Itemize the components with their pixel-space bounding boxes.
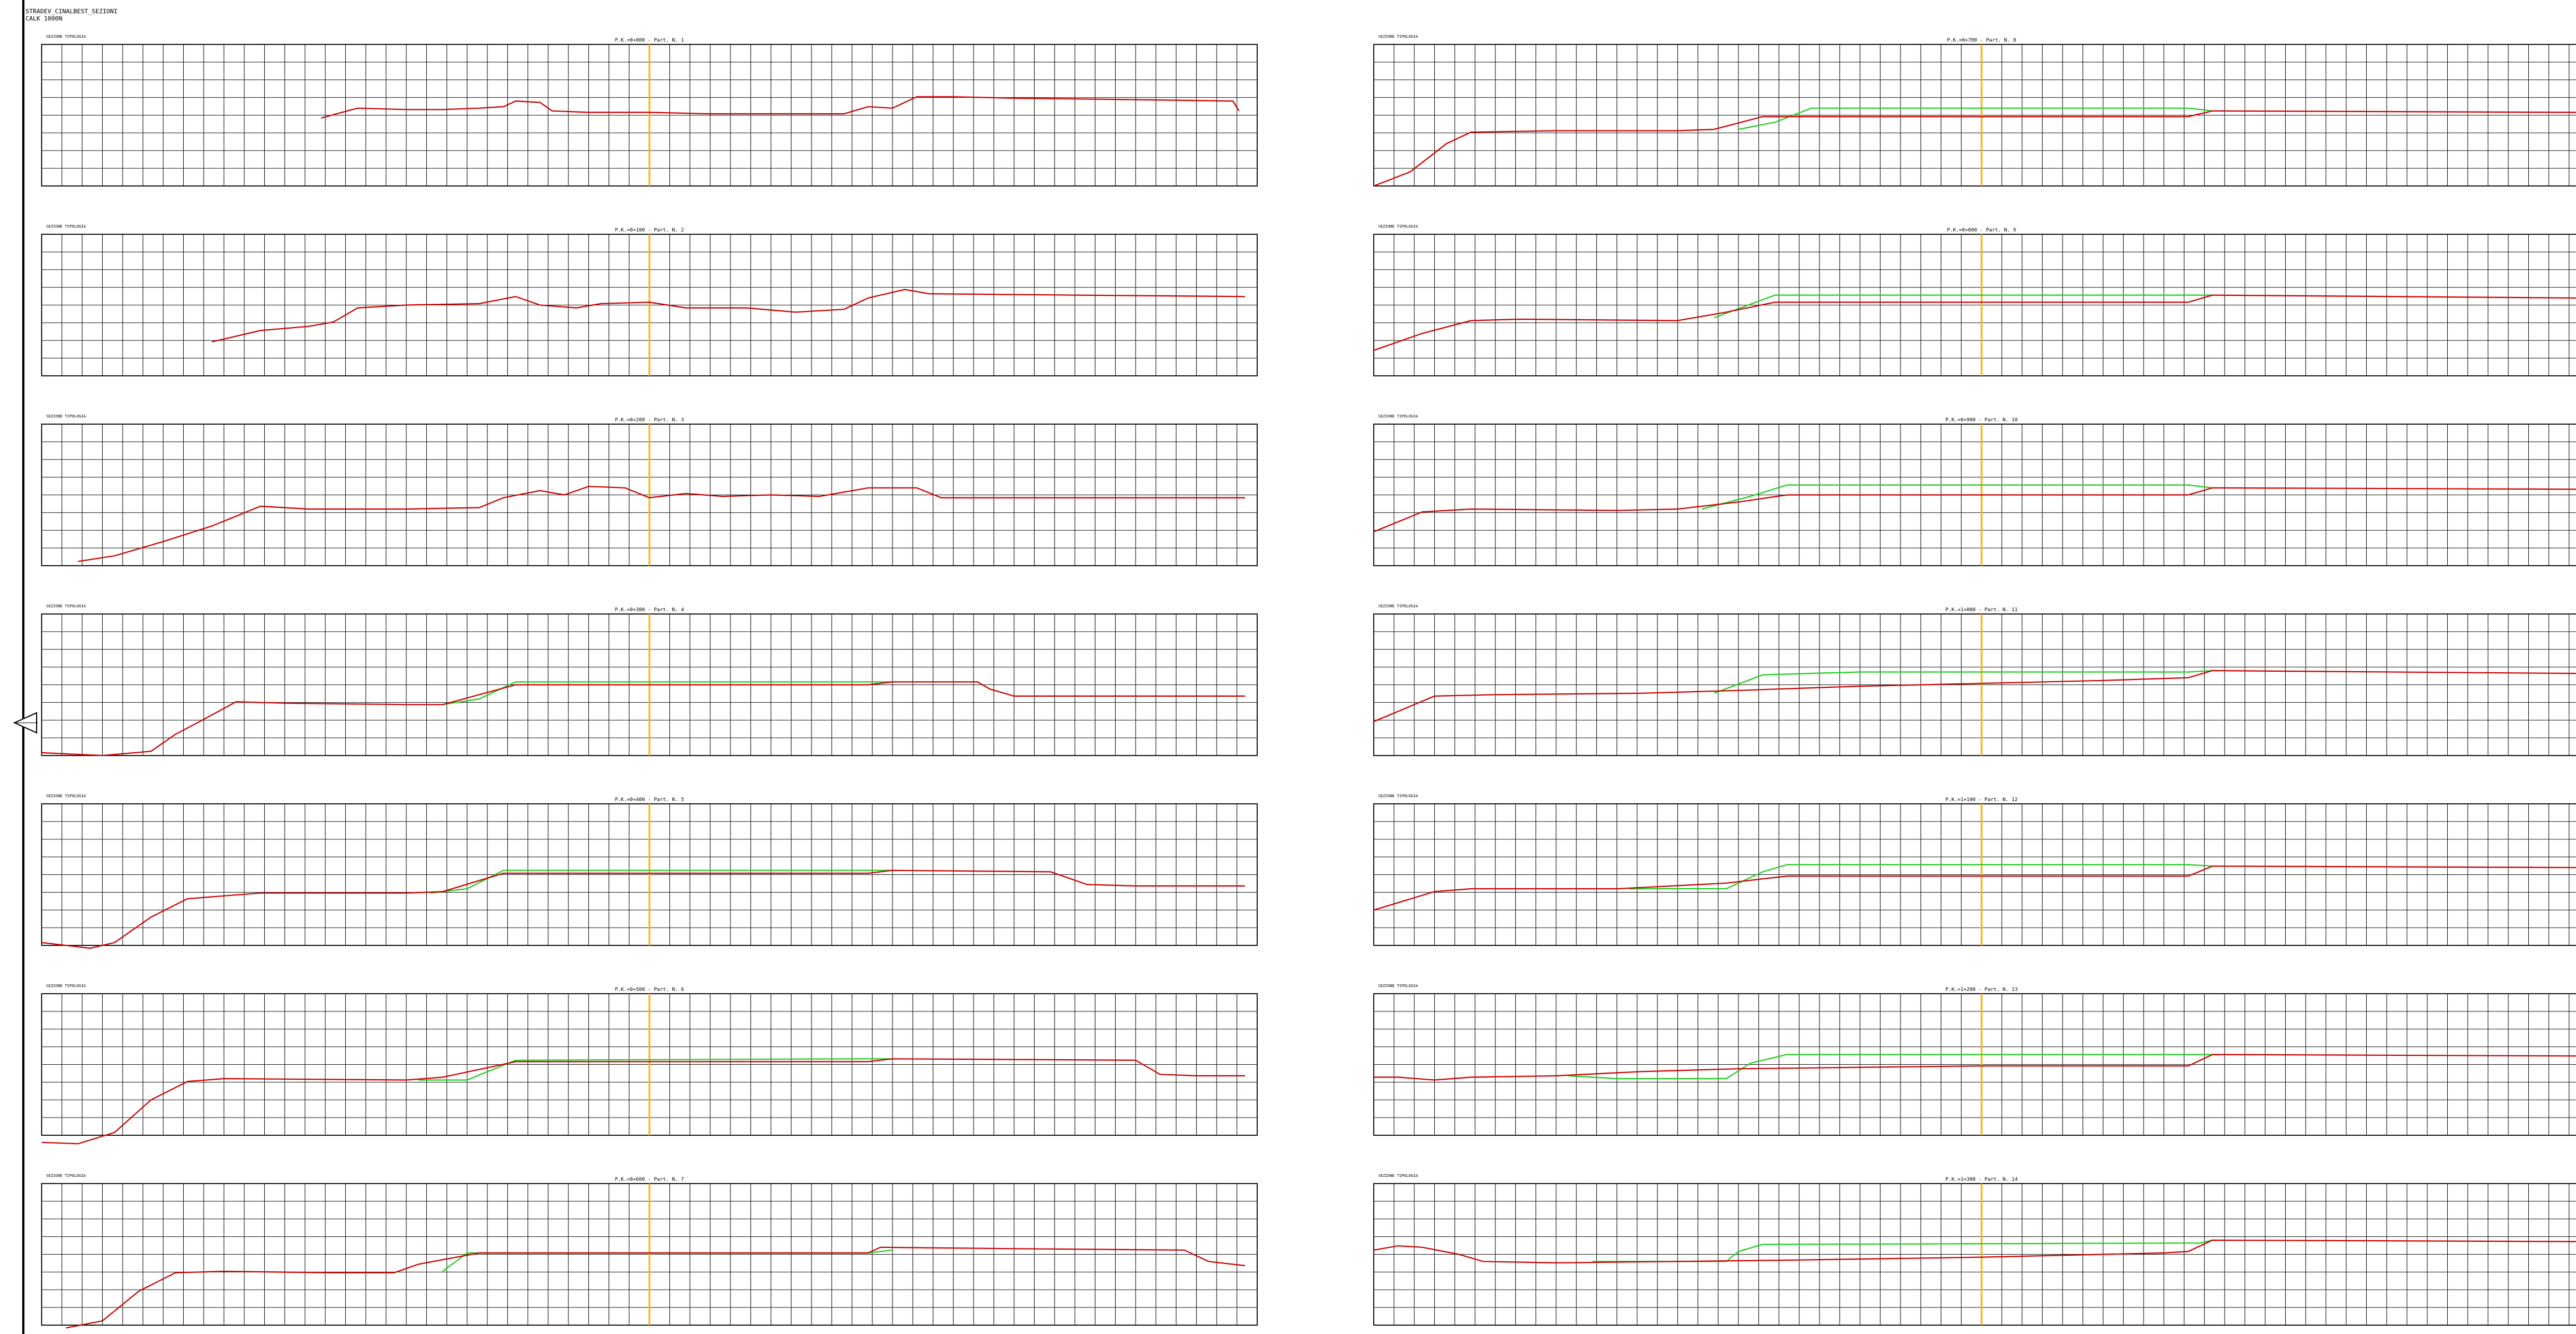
section-type-label: SEZIONE TIPOLOGIA bbox=[46, 604, 86, 608]
terrain-profile-line bbox=[1373, 487, 2576, 532]
section-plot bbox=[41, 44, 1258, 187]
terrain-profile-line bbox=[1373, 865, 2576, 911]
project-profile-line bbox=[1738, 107, 2213, 130]
terrain-profile-line bbox=[41, 681, 1246, 757]
document-header: STRADEV_CINALBEST_SEZIONI CALK 1000N bbox=[26, 8, 118, 22]
section-plot bbox=[1373, 44, 2576, 187]
terrain-profile-line bbox=[41, 1058, 1246, 1145]
section-type-label: SEZIONE TIPOLOGIA bbox=[46, 414, 86, 419]
section-panel: SEZIONE TIPOLOGIA P.K.=0+800 - Part. N. 9 bbox=[1373, 224, 2576, 378]
section-plot bbox=[1373, 613, 2576, 756]
terrain-profile-line bbox=[1373, 110, 2576, 187]
project-profile-line bbox=[1568, 1054, 2213, 1080]
terrain-profile-line bbox=[65, 1246, 1246, 1329]
left-triangle-arrow-icon[interactable] bbox=[12, 712, 38, 734]
section-plot bbox=[41, 803, 1258, 949]
section-title: P.K.=0+200 - Part. N. 3 bbox=[614, 417, 684, 423]
terrain-profile-line bbox=[41, 869, 1246, 949]
section-type-label: SEZIONE TIPOLOGIA bbox=[46, 34, 86, 39]
terrain-profile-line bbox=[78, 486, 1246, 562]
section-title: P.K.=1+000 - Part. N. 11 bbox=[1945, 607, 2018, 613]
section-type-label: SEZIONE TIPOLOGIA bbox=[1378, 1174, 1418, 1178]
terrain-profile-line bbox=[321, 96, 1240, 119]
section-panel: SEZIONE TIPOLOGIA P.K.=0+500 - Part. N. 6 bbox=[41, 984, 1258, 1145]
section-title: P.K.=0+100 - Part. N. 2 bbox=[614, 228, 684, 233]
section-type-label: SEZIONE TIPOLOGIA bbox=[1378, 414, 1418, 419]
section-panel: SEZIONE TIPOLOGIA P.K.=0+400 - Part. N. 5 bbox=[41, 794, 1258, 949]
terrain-profile-line bbox=[1373, 669, 2576, 722]
section-type-label: SEZIONE TIPOLOGIA bbox=[1378, 794, 1418, 798]
section-panel: SEZIONE TIPOLOGIA P.K.=0+100 - Part. N. 2 bbox=[41, 224, 1258, 378]
section-type-label: SEZIONE TIPOLOGIA bbox=[1378, 604, 1418, 608]
section-panel: SEZIONE TIPOLOGIA P.K.=0+300 - Part. N. 4 bbox=[41, 604, 1258, 758]
document-subtitle: CALK 1000N bbox=[26, 15, 63, 22]
project-profile-line bbox=[1713, 669, 2213, 694]
section-plot bbox=[1373, 1183, 2576, 1326]
section-panel: SEZIONE TIPOLOGIA P.K.=0+200 - Part. N. 3 bbox=[41, 414, 1258, 568]
section-plot bbox=[41, 424, 1258, 566]
section-title: P.K.=0+700 - Part. N. 8 bbox=[1947, 38, 2017, 43]
section-type-label: SEZIONE TIPOLOGIA bbox=[46, 224, 86, 229]
section-title: P.K.=1+200 - Part. N. 13 bbox=[1945, 987, 2018, 993]
section-plot bbox=[41, 1183, 1258, 1329]
section-panel: SEZIONE TIPOLOGIA P.K.=0+900 - Part. N. 1… bbox=[1373, 414, 2576, 568]
section-type-label: SEZIONE TIPOLOGIA bbox=[46, 984, 86, 988]
section-panel: SEZIONE TIPOLOGIA P.K.=1+200 - Part. N. 1… bbox=[1373, 984, 2576, 1137]
section-plot bbox=[41, 234, 1258, 376]
section-panel: SEZIONE TIPOLOGIA P.K.=1+000 - Part. N. 1… bbox=[1373, 604, 2576, 758]
terrain-profile-line bbox=[1373, 1239, 2576, 1263]
section-title: P.K.=1+300 - Part. N. 14 bbox=[1945, 1177, 2018, 1182]
section-panel: SEZIONE TIPOLOGIA P.K.=0+700 - Part. N. 8 bbox=[1373, 34, 2576, 188]
project-profile-line bbox=[1702, 484, 2213, 510]
section-title: P.K.=0+800 - Part. N. 9 bbox=[1947, 228, 2017, 233]
section-type-label: SEZIONE TIPOLOGIA bbox=[1378, 984, 1418, 988]
section-panel: SEZIONE TIPOLOGIA P.K.=1+100 - Part. N. 1… bbox=[1373, 794, 2576, 948]
section-plot bbox=[41, 993, 1258, 1145]
section-title: P.K.=0+400 - Part. N. 5 bbox=[614, 797, 684, 803]
section-type-label: SEZIONE TIPOLOGIA bbox=[46, 1174, 86, 1178]
project-profile-line bbox=[442, 681, 893, 706]
terrain-profile-line bbox=[1373, 294, 2576, 351]
section-title: P.K.=0+600 - Part. N. 7 bbox=[614, 1177, 684, 1182]
section-plot bbox=[1373, 993, 2576, 1136]
section-panel: SEZIONE TIPOLOGIA P.K.=0+000 - Part. N. 1 bbox=[41, 34, 1258, 188]
section-plot bbox=[41, 613, 1258, 757]
section-title: P.K.=0+500 - Part. N. 6 bbox=[614, 987, 684, 993]
section-title: P.K.=0+000 - Part. N. 1 bbox=[614, 38, 684, 43]
project-profile-line bbox=[430, 869, 893, 894]
project-profile-line bbox=[418, 1058, 893, 1081]
section-type-label: SEZIONE TIPOLOGIA bbox=[1378, 34, 1418, 39]
terrain-profile-line bbox=[211, 289, 1246, 343]
section-panel: SEZIONE TIPOLOGIA P.K.=1+300 - Part. N. 1… bbox=[1373, 1174, 2576, 1327]
document-left-border bbox=[22, 0, 24, 1334]
terrain-profile-line bbox=[1374, 1054, 2576, 1081]
section-plot bbox=[1373, 803, 2576, 946]
section-type-label: SEZIONE TIPOLOGIA bbox=[46, 794, 86, 798]
document-title: STRADEV_CINALBEST_SEZIONI bbox=[26, 8, 118, 15]
section-type-label: SEZIONE TIPOLOGIA bbox=[1378, 224, 1418, 229]
project-profile-line bbox=[1629, 864, 2213, 890]
section-panel: SEZIONE TIPOLOGIA P.K.=0+600 - Part. N. 7 bbox=[41, 1174, 1258, 1329]
section-plot bbox=[1373, 424, 2576, 566]
section-plot bbox=[1373, 234, 2576, 376]
project-profile-line bbox=[1713, 294, 2213, 319]
section-title: P.K.=1+100 - Part. N. 12 bbox=[1945, 797, 2018, 803]
section-title: P.K.=0+300 - Part. N. 4 bbox=[614, 607, 684, 613]
section-title: P.K.=0+900 - Part. N. 10 bbox=[1945, 417, 2018, 423]
